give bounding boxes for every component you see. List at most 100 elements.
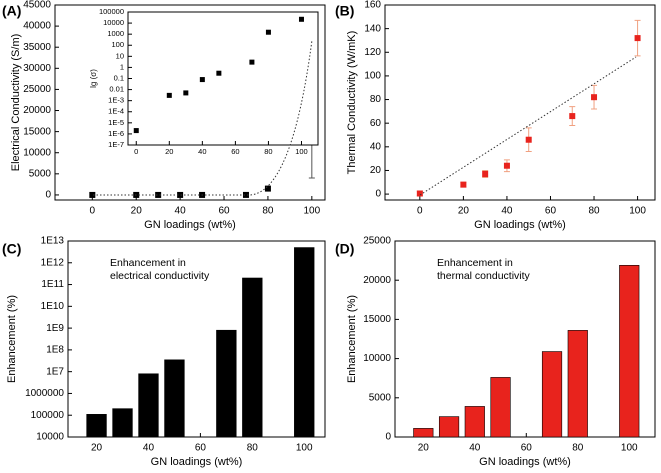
point	[591, 94, 598, 101]
x-tick-label: 20	[458, 206, 470, 217]
bar	[490, 377, 511, 438]
y-tick-label: 1E9	[46, 323, 64, 334]
point	[503, 162, 510, 169]
y-tick-label: 10000	[363, 353, 391, 364]
y-tick-label: 1	[120, 62, 124, 71]
y-tick-label: 15000	[363, 314, 391, 325]
panel: 20 40 60 80 100 0 5000 10000 15000 20000 25000 GN l…	[335, 236, 656, 468]
x-tick-label: 60	[218, 206, 230, 217]
bar	[619, 265, 640, 438]
y-tick-label: 25000	[23, 84, 51, 95]
panel: 20 40 60 80 100 10000 100000 1000000 1E7 1E8 1E9 1E…	[2, 236, 326, 468]
y-axis-label: lg (σ)	[89, 69, 98, 88]
y-tick-label: 100	[111, 40, 124, 49]
point	[265, 29, 271, 35]
x-axis-label: GN loadings (wt%)	[151, 456, 243, 468]
y-tick-label: 1E-5	[108, 118, 124, 127]
y-tick-label: 20	[370, 165, 382, 176]
point	[183, 90, 189, 96]
point	[199, 77, 205, 83]
point	[216, 70, 222, 76]
x-tick-label: 60	[195, 443, 207, 454]
x-tick-label: 0	[134, 147, 138, 156]
plot-frame	[384, 4, 656, 201]
point	[460, 181, 467, 188]
x-tick-label: 60	[231, 147, 239, 156]
plot-frame	[54, 4, 326, 201]
y-tick-label: 10000	[103, 18, 124, 27]
y-tick-label: 1E13	[41, 236, 65, 247]
x-tick-label: 80	[264, 147, 272, 156]
x-tick-label: 60	[521, 443, 533, 454]
y-tick-label: 10000	[36, 432, 64, 443]
y-tick-label: 1E8	[46, 345, 64, 356]
y-tick-label: 20000	[363, 275, 391, 286]
bar	[413, 428, 434, 438]
y-tick-label: 0.1	[114, 73, 124, 82]
bar	[242, 277, 263, 438]
y-tick-label: 40	[370, 141, 382, 152]
y-axis-label: Enhancement (%)	[346, 295, 358, 383]
y-axis-label: Thermal Conductivity (W/mK)	[346, 31, 358, 175]
point	[525, 136, 532, 143]
x-tick-label: 20	[418, 443, 430, 454]
panel: 0 20 40 60 80 100 0 20 40 60 80 100 120 140 160 GN load…	[335, 0, 656, 231]
y-tick-label: 1000000	[25, 388, 64, 399]
y-tick-label: 10	[116, 51, 124, 60]
x-tick-label: 100	[303, 206, 320, 217]
point	[177, 191, 184, 198]
point	[133, 128, 139, 134]
x-tick-label: 80	[262, 206, 274, 217]
bar	[138, 373, 159, 438]
x-tick-label: 100	[621, 443, 638, 454]
x-tick-label: 20	[91, 443, 103, 454]
x-tick-label: 20	[131, 206, 143, 217]
point	[242, 191, 249, 198]
plot-frame	[67, 240, 326, 438]
panel-label: (B)	[335, 3, 354, 19]
y-tick-label: 35000	[23, 42, 51, 53]
bar	[567, 330, 588, 438]
y-tick-label: 10000	[23, 147, 51, 158]
y-tick-label: 160	[364, 0, 381, 11]
bar	[164, 359, 185, 438]
x-tick-label: 40	[501, 206, 513, 217]
point	[298, 16, 304, 22]
bar	[541, 351, 563, 438]
panel-label: (C)	[2, 241, 21, 257]
y-tick-label: 1E-6	[108, 129, 124, 138]
x-tick-label: 40	[469, 443, 481, 454]
y-tick-label: 100000	[99, 7, 124, 16]
y-tick-label: 20000	[23, 105, 51, 116]
y-tick-label: 1E-7	[108, 140, 124, 149]
x-axis-label: GN loadings (wt%)	[144, 219, 236, 231]
x-axis-label: GN loadings (wt%)	[474, 219, 566, 231]
point	[569, 113, 576, 120]
x-tick-label: 80	[588, 206, 600, 217]
fit-curve	[93, 39, 313, 196]
annotation: Enhancement in	[437, 257, 513, 269]
y-tick-label: 25000	[363, 236, 391, 247]
bar	[464, 406, 485, 438]
x-tick-label: 40	[175, 206, 187, 217]
y-tick-label: 1E7	[46, 366, 64, 377]
panel-label: (A)	[2, 3, 21, 19]
y-tick-label: 1E11	[41, 279, 64, 290]
y-tick-label: 1E-4	[108, 107, 124, 116]
point	[482, 171, 489, 177]
x-tick-label: 60	[545, 206, 557, 217]
y-tick-label: 0	[385, 432, 391, 443]
bar	[216, 329, 237, 438]
panel: 0 20 40 60 80 100 1E-7 1E-6 1E-5 1E-4 1E-3 0.01 0.1 1…	[89, 7, 319, 156]
y-tick-label: 1E-3	[108, 96, 124, 105]
bar	[294, 247, 315, 438]
bar	[86, 414, 107, 438]
x-tick-label: 80	[247, 443, 259, 454]
x-tick-label: 40	[143, 443, 155, 454]
panel: 0 20 40 60 80 1000500010000150002000025000300…	[2, 0, 326, 231]
plot-frame	[394, 240, 656, 438]
bar	[112, 408, 133, 438]
x-tick-label: 0	[417, 206, 423, 217]
fit-line	[419, 56, 637, 196]
